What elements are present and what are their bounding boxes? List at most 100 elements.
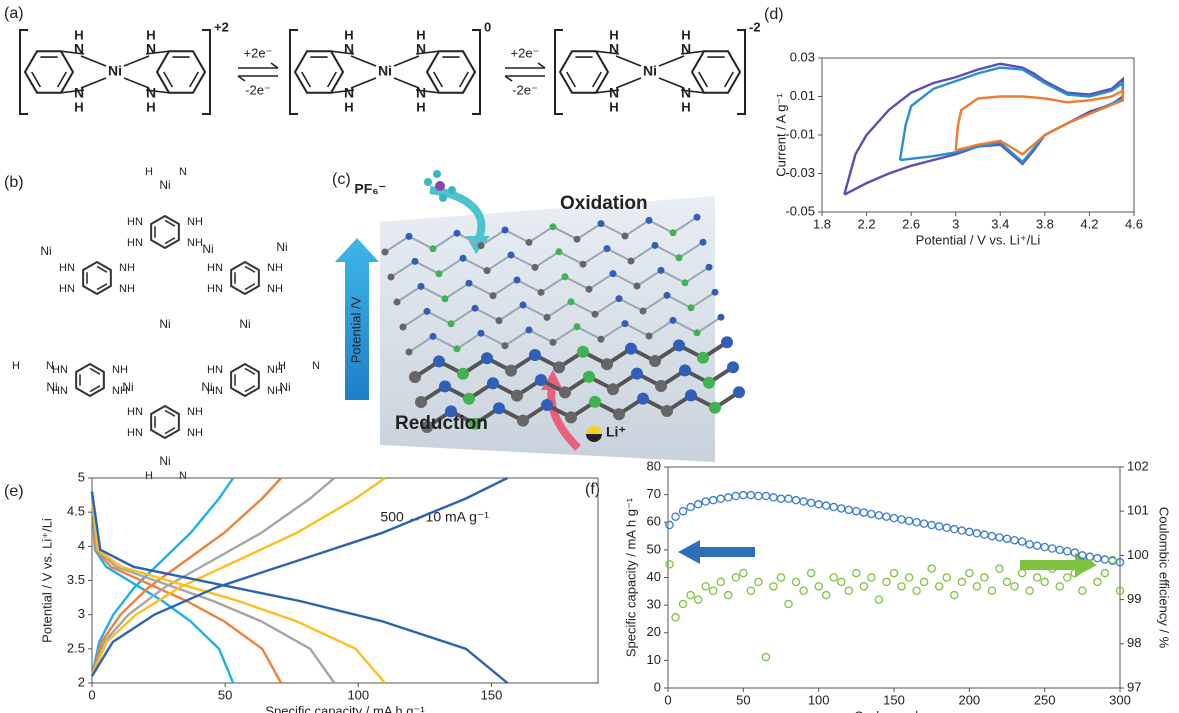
atom: Ni xyxy=(202,242,213,256)
x-tick-label: 100 xyxy=(808,692,830,707)
data-point xyxy=(943,524,950,531)
lattice-atom xyxy=(574,323,581,330)
atom: Ni xyxy=(159,178,170,192)
data-point xyxy=(800,498,807,505)
data-line xyxy=(92,492,233,683)
data-point xyxy=(966,569,973,576)
data-point xyxy=(951,526,958,533)
x-tick-label: 300 xyxy=(1109,692,1131,707)
atom: Ni xyxy=(46,380,57,394)
atom: H xyxy=(146,27,155,42)
x-axis-label: Cycle number xyxy=(854,708,935,713)
atom: N xyxy=(609,85,619,101)
data-line xyxy=(92,492,334,683)
lattice-atom xyxy=(406,349,413,356)
charge: +2 xyxy=(214,19,229,34)
lattice-atom xyxy=(673,339,685,351)
data-point xyxy=(679,600,686,607)
data-point xyxy=(913,587,920,594)
lattice-atom xyxy=(382,249,389,256)
anion-icon xyxy=(435,181,445,191)
lattice-atom xyxy=(625,343,637,355)
atom: H xyxy=(74,27,83,42)
ion-label: PF₆⁻ xyxy=(354,181,386,197)
atom: HN xyxy=(127,237,143,249)
data-point xyxy=(875,512,882,519)
lattice-atom xyxy=(592,311,599,318)
electron-label: +2e⁻ xyxy=(244,45,273,60)
data-point xyxy=(1011,537,1018,544)
data-point xyxy=(1101,569,1108,576)
lattice-atom xyxy=(460,255,467,262)
x-tick-label: 200 xyxy=(958,692,980,707)
lattice-atom xyxy=(406,233,413,240)
atom: N xyxy=(179,166,187,178)
data-point xyxy=(973,530,980,537)
y-tick-label: 3 xyxy=(78,606,85,621)
atom: NH xyxy=(187,406,203,418)
panel-label: (a) xyxy=(4,5,24,22)
ion-label: Li⁺ xyxy=(606,424,626,440)
data-line xyxy=(92,492,281,683)
lattice-atom xyxy=(574,236,581,243)
data-point xyxy=(1034,574,1041,581)
lattice-atom xyxy=(559,386,571,398)
data-point xyxy=(710,497,717,504)
x-tick-label: 2.2 xyxy=(858,216,876,231)
lattice-atom xyxy=(589,396,601,408)
data-point xyxy=(702,583,709,590)
atom: H xyxy=(344,99,353,114)
data-point xyxy=(1026,541,1033,548)
data-point xyxy=(943,574,950,581)
process-label: Oxidation xyxy=(560,193,648,214)
atom: N xyxy=(146,41,156,57)
data-point xyxy=(1011,583,1018,590)
data-point xyxy=(823,502,830,509)
atom: HN xyxy=(207,262,223,274)
data-point xyxy=(898,583,905,590)
atom: Ni xyxy=(159,317,170,331)
lattice-atom xyxy=(598,336,605,343)
x-tick-label: 0 xyxy=(88,687,95,702)
atom: N xyxy=(681,85,691,101)
data-point xyxy=(868,510,875,517)
x-tick-label: 3.4 xyxy=(991,216,1009,231)
lattice-atom xyxy=(529,349,541,361)
data-point xyxy=(1041,578,1048,585)
lattice-atom xyxy=(412,258,419,265)
lattice-atom xyxy=(526,327,533,334)
y-tick-label: 60 xyxy=(647,514,661,529)
atom: H xyxy=(74,99,83,114)
y-tick-label: 30 xyxy=(647,597,661,612)
y-tick-label: 4 xyxy=(78,538,85,553)
data-point xyxy=(777,574,784,581)
data-point xyxy=(666,521,673,528)
data-point xyxy=(1056,546,1063,553)
data-point xyxy=(830,574,837,581)
x-tick-label: 4.6 xyxy=(1125,216,1143,231)
atom: NH xyxy=(187,216,203,228)
x-tick-label: 3.8 xyxy=(1036,216,1054,231)
y-tick-label: 80 xyxy=(647,458,661,473)
data-point xyxy=(1079,587,1086,594)
data-point xyxy=(1018,569,1025,576)
atom: Ni xyxy=(122,380,133,394)
lattice-atom xyxy=(514,277,521,284)
lattice-atom xyxy=(622,233,629,240)
data-point xyxy=(853,569,860,576)
atom: Ni xyxy=(239,317,250,331)
lattice-atom xyxy=(454,345,461,352)
data-point xyxy=(860,583,867,590)
data-point xyxy=(1003,578,1010,585)
anion-icon xyxy=(433,170,441,178)
lattice-atom xyxy=(706,264,713,271)
y-axis-label: Specific capacity / mA h g⁻¹ xyxy=(623,497,638,657)
data-point xyxy=(981,531,988,538)
atom: HN xyxy=(59,283,75,295)
data-point xyxy=(687,592,694,599)
data-point xyxy=(755,578,762,585)
lattice-atom xyxy=(718,314,725,321)
data-point xyxy=(747,587,754,594)
atom: H xyxy=(12,360,20,372)
lattice-atom xyxy=(607,383,619,395)
